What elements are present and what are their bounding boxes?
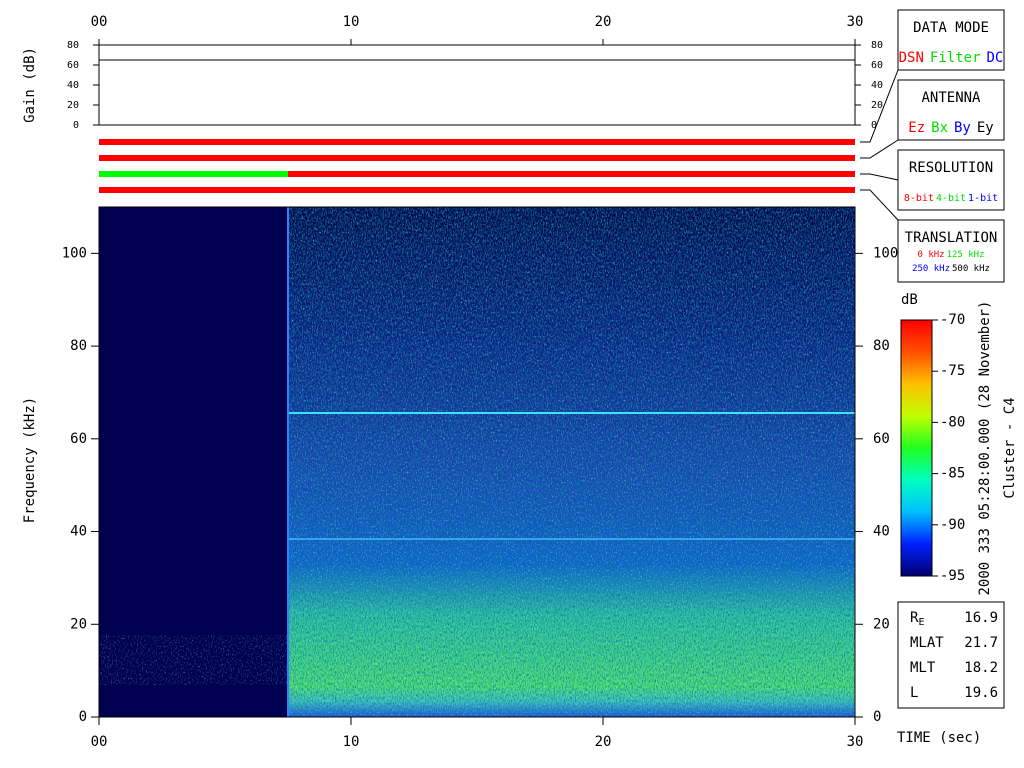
y-tick-label: 40 xyxy=(67,80,79,91)
x-tick-label: 30 xyxy=(847,14,864,30)
panel-item: Filter xyxy=(930,50,981,66)
y-axis-label: Frequency (kHz) xyxy=(22,397,38,523)
y-tick-label-right: 20 xyxy=(873,616,890,632)
y-tick-label-right: 0 xyxy=(871,120,877,131)
y-tick-label-right: 0 xyxy=(873,709,881,725)
orbit-label: RE xyxy=(910,610,924,628)
orbit-value: 18.2 xyxy=(964,660,998,676)
panel-item: Bx xyxy=(931,120,948,136)
orbit-label: MLT xyxy=(910,660,936,676)
orbit-value: 21.7 xyxy=(964,635,998,651)
panel-item: 8-bit xyxy=(904,193,934,204)
status-bar xyxy=(99,171,288,177)
orbit-name: R xyxy=(910,610,919,626)
x-tick-label: 00 xyxy=(91,14,108,30)
status-bar xyxy=(99,139,855,145)
x-tick-label: 30 xyxy=(847,734,864,750)
panel-item: By xyxy=(954,120,971,136)
panel-item: 125 kHz xyxy=(947,250,985,260)
x-tick-label: 00 xyxy=(91,734,108,750)
panel-frames xyxy=(860,9,1005,709)
colorbar-tick-label: -90 xyxy=(940,517,965,533)
panel-item: 1-bit xyxy=(968,193,998,204)
panel-row: DSN Filter DC xyxy=(899,50,1004,66)
orbit-label: L xyxy=(910,685,918,701)
panel-row: 250 kHz 500 kHz xyxy=(912,264,990,274)
y-tick-label: 60 xyxy=(70,431,87,447)
colorbar-tick-label: -95 xyxy=(940,568,965,584)
y-tick-label-right: 60 xyxy=(871,60,883,71)
orbit-name: L xyxy=(910,685,918,701)
status-bar xyxy=(99,187,855,193)
y-axis-label: Gain (dB) xyxy=(22,47,38,123)
status-bar xyxy=(99,155,855,161)
panel-row: 0 kHz 125 kHz xyxy=(917,250,984,260)
panel-item: Ez xyxy=(908,120,925,136)
x-tick-label: 20 xyxy=(595,14,612,30)
orbit-label: MLAT xyxy=(910,635,944,651)
spectrogram-frame xyxy=(98,206,856,718)
orbit-name: MLAT xyxy=(910,635,944,651)
colorbar-tick-label: -75 xyxy=(940,363,965,379)
y-tick-label: 20 xyxy=(67,100,79,111)
x-tick-label: 10 xyxy=(343,734,360,750)
orbit-name: MLT xyxy=(910,660,936,676)
y-tick-label: 100 xyxy=(62,245,87,261)
y-tick-label-right: 100 xyxy=(873,245,898,261)
y-tick-label: 0 xyxy=(79,709,87,725)
panel-item: Ey xyxy=(977,120,994,136)
y-tick-label-right: 60 xyxy=(873,431,890,447)
orbit-value: 16.9 xyxy=(964,610,998,626)
panel-item: 500 kHz xyxy=(952,264,990,274)
panel-item: DSN xyxy=(899,50,924,66)
orbit-value: 19.6 xyxy=(964,685,998,701)
panel-item: 250 kHz xyxy=(912,264,950,274)
y-tick-label: 0 xyxy=(73,120,79,131)
panel-title: TRANSLATION xyxy=(905,230,998,246)
y-tick-label-right: 20 xyxy=(871,100,883,111)
x-axis-label: TIME (sec) xyxy=(897,730,981,746)
spacecraft: Cluster - C4 xyxy=(1002,397,1018,498)
y-tick-label: 20 xyxy=(70,616,87,632)
panel-title: RESOLUTION xyxy=(909,160,993,176)
x-tick-label: 10 xyxy=(343,14,360,30)
colorbar-tick-label: -70 xyxy=(940,312,965,328)
y-tick-label-right: 40 xyxy=(871,80,883,91)
panel-title: ANTENNA xyxy=(921,90,981,106)
orbit-sub: E xyxy=(918,617,924,628)
y-tick-label-right: 80 xyxy=(871,40,883,51)
spectrogram xyxy=(99,207,855,717)
panel-item: 4-bit xyxy=(936,193,966,204)
panel-item: 0 kHz xyxy=(917,250,944,260)
panel-title: DATA MODE xyxy=(913,20,989,36)
gain-frame xyxy=(98,44,856,126)
status-bar xyxy=(288,171,855,177)
x-tick-label: 20 xyxy=(595,734,612,750)
y-tick-label: 80 xyxy=(70,338,87,354)
y-tick-label-right: 40 xyxy=(873,524,890,540)
colorbar-label: dB xyxy=(901,292,918,308)
y-tick-label: 40 xyxy=(70,524,87,540)
time-stamp: 2000 333 05:28:00.000 (28 November) xyxy=(977,300,993,595)
y-tick-label: 80 xyxy=(67,40,79,51)
panel-row: 8-bit 4-bit 1-bit xyxy=(904,193,998,204)
y-tick-label-right: 80 xyxy=(873,338,890,354)
colorbar-tick-label: -85 xyxy=(940,466,965,482)
y-tick-label: 60 xyxy=(67,60,79,71)
panel-item: DC xyxy=(987,50,1004,66)
colorbar-tick-label: -80 xyxy=(940,414,965,430)
colorbar xyxy=(900,319,933,577)
panel-row: Ez Bx By Ey xyxy=(908,120,993,136)
